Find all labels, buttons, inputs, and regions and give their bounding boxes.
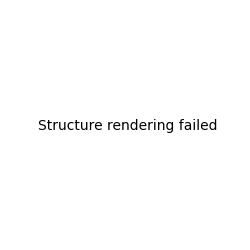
- Text: Structure rendering failed: Structure rendering failed: [38, 119, 218, 133]
